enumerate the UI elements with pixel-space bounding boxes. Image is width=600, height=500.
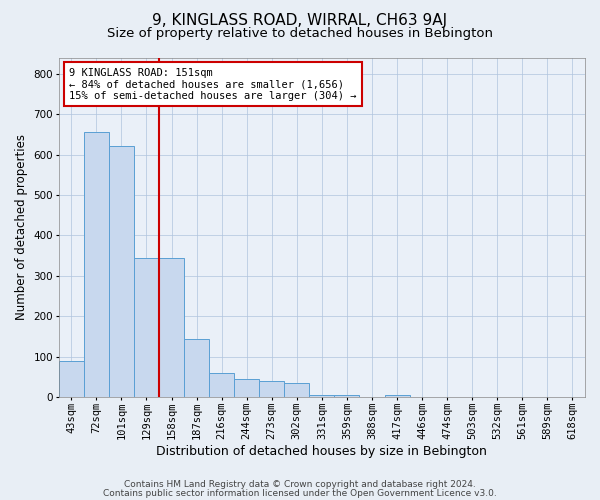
Text: Size of property relative to detached houses in Bebington: Size of property relative to detached ho… — [107, 28, 493, 40]
Bar — [284, 383, 310, 398]
X-axis label: Distribution of detached houses by size in Bebington: Distribution of detached houses by size … — [157, 444, 487, 458]
Bar — [334, 396, 359, 398]
Bar — [59, 361, 84, 398]
Text: 9 KINGLASS ROAD: 151sqm
← 84% of detached houses are smaller (1,656)
15% of semi: 9 KINGLASS ROAD: 151sqm ← 84% of detache… — [69, 68, 357, 101]
Bar — [134, 258, 159, 398]
Bar — [234, 379, 259, 398]
Y-axis label: Number of detached properties: Number of detached properties — [15, 134, 28, 320]
Bar — [310, 396, 334, 398]
Bar — [184, 338, 209, 398]
Text: Contains HM Land Registry data © Crown copyright and database right 2024.: Contains HM Land Registry data © Crown c… — [124, 480, 476, 489]
Bar — [159, 258, 184, 398]
Bar — [259, 381, 284, 398]
Bar — [109, 146, 134, 398]
Bar — [84, 132, 109, 398]
Bar — [385, 396, 410, 398]
Text: Contains public sector information licensed under the Open Government Licence v3: Contains public sector information licen… — [103, 489, 497, 498]
Text: 9, KINGLASS ROAD, WIRRAL, CH63 9AJ: 9, KINGLASS ROAD, WIRRAL, CH63 9AJ — [152, 12, 448, 28]
Bar — [209, 373, 234, 398]
